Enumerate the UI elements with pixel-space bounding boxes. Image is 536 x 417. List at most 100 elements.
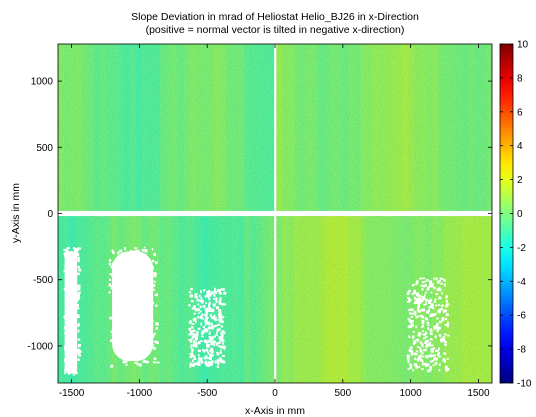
- missing-data-speck: [413, 341, 416, 345]
- missing-data-speck: [192, 355, 196, 358]
- missing-data-speck: [78, 296, 81, 300]
- missing-data-speck: [202, 305, 206, 308]
- missing-data-speck: [440, 308, 444, 311]
- missing-data-speck: [199, 310, 202, 313]
- x-tick-label: 0: [272, 388, 278, 399]
- missing-data-speck: [111, 334, 114, 337]
- missing-data-speck: [218, 302, 222, 306]
- missing-data-speck: [198, 361, 201, 365]
- missing-data-speck: [195, 309, 198, 312]
- missing-data-speck: [204, 360, 208, 363]
- missing-data-speck: [432, 313, 436, 317]
- missing-data-speck: [201, 335, 204, 338]
- missing-data-speck: [445, 323, 449, 326]
- missing-data-speck: [76, 350, 79, 353]
- missing-data-speck: [447, 367, 450, 371]
- missing-data-speck: [445, 313, 449, 317]
- missing-data-speck: [208, 331, 211, 335]
- facet-top-right: [276, 44, 492, 211]
- missing-data-speck: [65, 265, 68, 269]
- missing-data-speck: [423, 303, 426, 306]
- missing-data-speck: [207, 295, 210, 298]
- missing-data-speck: [197, 327, 201, 330]
- missing-data-speck: [415, 316, 418, 319]
- missing-data-speck: [213, 335, 216, 338]
- missing-data-speck: [426, 321, 430, 324]
- missing-data-speck: [216, 289, 220, 292]
- missing-data-speck: [430, 350, 434, 353]
- missing-data-speck: [63, 369, 67, 372]
- missing-data-speck: [416, 280, 419, 284]
- missing-data-speck: [422, 337, 425, 340]
- missing-data-speck: [410, 321, 413, 324]
- missing-data-speck: [438, 308, 442, 312]
- missing-data-speck: [115, 298, 118, 300]
- missing-data-speck: [414, 353, 418, 356]
- missing-data-speck: [218, 345, 221, 348]
- colorbar-tick-label: 10: [517, 40, 529, 51]
- missing-data-speck: [414, 363, 417, 367]
- missing-data-speck: [142, 357, 146, 360]
- missing-data-speck: [199, 358, 203, 361]
- missing-data-speck: [188, 327, 191, 331]
- missing-data-speck: [417, 304, 420, 308]
- missing-data-speck: [143, 253, 146, 257]
- missing-data-speck: [154, 272, 157, 275]
- missing-data-speck: [66, 246, 70, 250]
- missing-data-speck: [207, 352, 209, 354]
- missing-data-speck: [199, 299, 203, 303]
- y-tick-label: -500: [33, 275, 53, 286]
- missing-data-speck: [191, 348, 194, 352]
- missing-data-speck: [65, 327, 68, 331]
- colorbar-tick-label: 0: [517, 209, 523, 220]
- missing-data-speck: [438, 296, 441, 299]
- missing-data-speck: [141, 248, 145, 252]
- missing-data-speck: [417, 306, 420, 310]
- x-tick-label: -1500: [59, 388, 85, 399]
- missing-data-speck: [417, 294, 420, 298]
- missing-data-speck: [444, 343, 447, 346]
- missing-data-speck: [208, 326, 212, 330]
- missing-data-speck: [419, 332, 422, 335]
- missing-data-speck: [127, 358, 131, 360]
- missing-data-speck: [440, 304, 444, 307]
- missing-data-speck: [151, 278, 154, 282]
- missing-data-speck: [434, 298, 437, 301]
- missing-data-speck: [418, 355, 421, 359]
- missing-data-speck: [217, 313, 221, 316]
- missing-data-speck: [64, 330, 68, 333]
- missing-data-speck: [446, 321, 450, 325]
- missing-data-speck: [418, 332, 421, 336]
- colorbar-tick-label: -8: [517, 345, 526, 356]
- missing-data-speck: [437, 289, 441, 292]
- missing-data-speck: [445, 368, 448, 372]
- missing-data-speck: [410, 352, 413, 356]
- missing-data-speck: [420, 368, 425, 370]
- missing-data-speck: [431, 283, 434, 287]
- missing-data-speck: [419, 295, 422, 298]
- missing-data-speck: [421, 363, 425, 366]
- missing-data-speck: [407, 325, 410, 329]
- missing-data-speck: [417, 346, 420, 349]
- missing-data-speck: [152, 334, 155, 337]
- missing-data-speck: [193, 362, 197, 365]
- missing-data-speck: [408, 349, 411, 353]
- missing-data-speck: [74, 248, 78, 252]
- missing-data-speck: [216, 342, 220, 345]
- missing-data-speck: [206, 310, 210, 312]
- missing-data-speck: [407, 290, 410, 294]
- missing-data-speck: [152, 335, 155, 339]
- missing-data-speck: [210, 349, 214, 353]
- missing-data-speck: [211, 324, 214, 327]
- missing-data-speck: [216, 351, 219, 354]
- missing-data-speck: [408, 289, 412, 292]
- missing-data-speck: [408, 312, 412, 315]
- missing-data-speck: [151, 248, 154, 251]
- missing-data-speck: [206, 313, 208, 316]
- missing-data-speck: [429, 332, 433, 335]
- missing-data-speck: [190, 333, 194, 336]
- y-tick-label: -1000: [27, 341, 53, 352]
- missing-data-speck: [206, 317, 209, 319]
- missing-data-speck: [412, 335, 415, 338]
- missing-data-speck: [423, 348, 427, 351]
